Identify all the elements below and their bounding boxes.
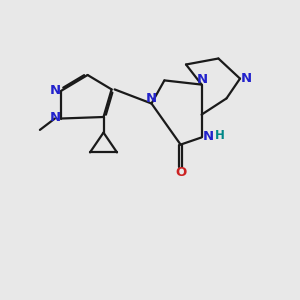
Text: N: N (202, 130, 214, 143)
Text: N: N (49, 83, 61, 97)
Text: O: O (176, 166, 187, 179)
Text: N: N (241, 71, 252, 85)
Text: N: N (145, 92, 157, 105)
Text: N: N (196, 73, 208, 86)
Text: H: H (215, 129, 224, 142)
Text: N: N (49, 111, 61, 124)
